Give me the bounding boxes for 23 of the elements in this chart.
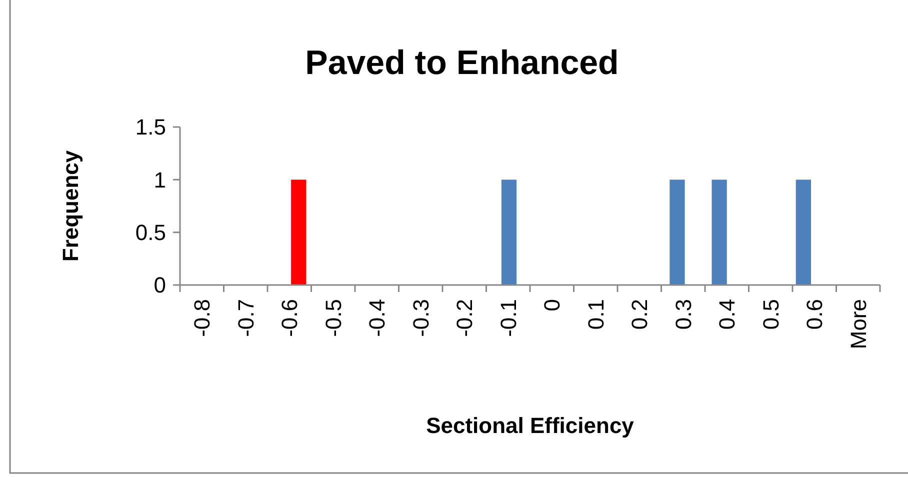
x-tick-label: 0.3	[670, 299, 696, 330]
x-tick-label: 0.1	[583, 299, 608, 330]
x-tick-label: -0.2	[452, 299, 478, 337]
x-tick-label: 0.6	[802, 299, 828, 330]
x-tick-label: 0.5	[758, 299, 784, 330]
x-tick-label: -0.6	[277, 299, 302, 337]
y-tick-label: 1	[154, 167, 166, 192]
y-tick-label: 0.5	[135, 220, 166, 246]
x-tick-label: -0.8	[190, 299, 215, 337]
x-tick-label: -0.1	[496, 299, 521, 337]
x-tick-label: -0.5	[320, 299, 346, 337]
x-tick-label: 0.2	[627, 299, 652, 330]
y-tick-label: 0	[154, 272, 166, 298]
x-tick-label: 0.4	[714, 299, 740, 330]
x-tick-label: 0	[540, 299, 565, 312]
x-tick-label: -0.3	[408, 299, 434, 337]
chart-title: Paved to Enhanced	[305, 44, 619, 82]
y-axis-title: Frequency	[58, 150, 83, 262]
x-tick-label: -0.7	[233, 299, 258, 337]
y-tick-label: 1.5	[135, 114, 166, 140]
x-tick-label: -0.4	[364, 299, 390, 337]
x-tick-label: More	[846, 299, 871, 350]
x-axis-title: Sectional Efficiency	[426, 413, 635, 438]
